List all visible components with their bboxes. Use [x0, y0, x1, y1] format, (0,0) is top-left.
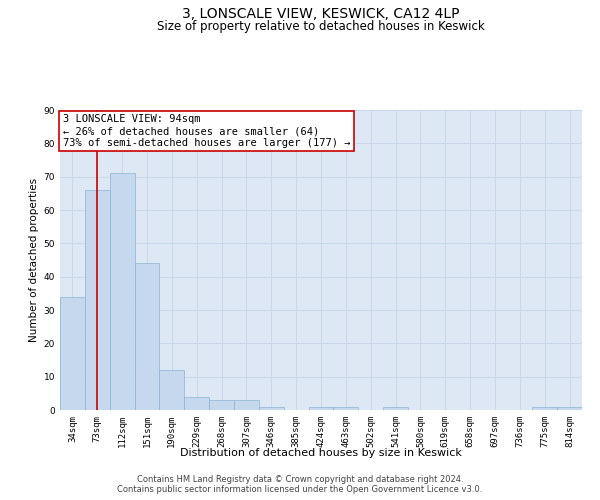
Bar [134, 264, 160, 410]
Bar [184, 396, 209, 410]
Bar [532, 406, 557, 410]
Bar [160, 370, 184, 410]
Text: 3 LONSCALE VIEW: 94sqm
← 26% of detached houses are smaller (64)
73% of semi-det: 3 LONSCALE VIEW: 94sqm ← 26% of detached… [62, 114, 350, 148]
Bar [334, 406, 358, 410]
Bar [308, 406, 334, 410]
Y-axis label: Number of detached properties: Number of detached properties [29, 178, 40, 342]
Bar [209, 400, 234, 410]
Bar [234, 400, 259, 410]
Text: 3, LONSCALE VIEW, KESWICK, CA12 4LP: 3, LONSCALE VIEW, KESWICK, CA12 4LP [182, 8, 460, 22]
Text: Contains HM Land Registry data © Crown copyright and database right 2024.
Contai: Contains HM Land Registry data © Crown c… [118, 474, 482, 494]
Bar [110, 174, 134, 410]
Text: Size of property relative to detached houses in Keswick: Size of property relative to detached ho… [157, 20, 485, 33]
Bar [60, 296, 85, 410]
Bar [557, 406, 582, 410]
Bar [85, 190, 110, 410]
Bar [259, 406, 284, 410]
Text: Distribution of detached houses by size in Keswick: Distribution of detached houses by size … [180, 448, 462, 458]
Bar [383, 406, 408, 410]
